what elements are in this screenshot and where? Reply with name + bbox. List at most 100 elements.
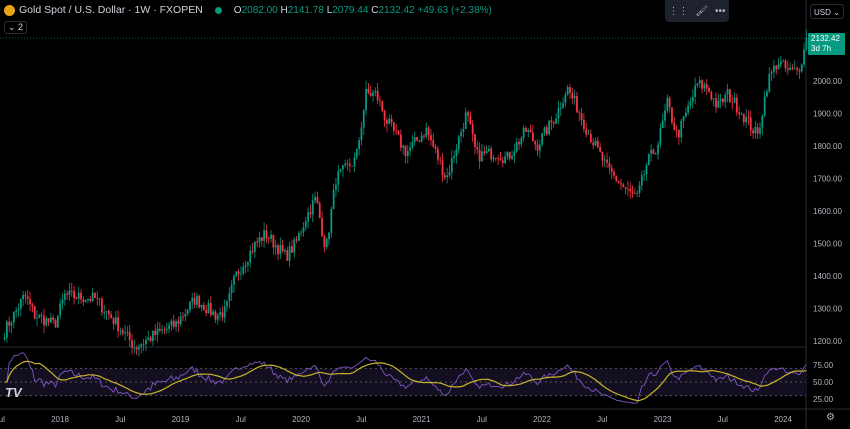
candle-body — [56, 315, 59, 328]
candle-body — [124, 332, 126, 334]
candle-body — [728, 89, 731, 102]
candle-body — [418, 140, 421, 142]
symbol-title[interactable]: Gold Spot / U.S. Dollar · 1W · FXOPEN — [19, 4, 203, 16]
candle-body — [219, 312, 221, 315]
candle-body — [309, 212, 312, 215]
candle-body — [511, 155, 513, 159]
chevron-down-icon: ⌄ — [833, 8, 840, 17]
candle-body — [207, 302, 210, 313]
candle-body — [773, 65, 775, 73]
candle-body — [538, 144, 541, 151]
candle-body — [474, 134, 476, 147]
candle-body — [715, 98, 717, 108]
candle-body — [242, 266, 245, 274]
candle-body — [158, 328, 161, 331]
candle-body — [585, 129, 588, 135]
candle-body — [441, 160, 444, 176]
candle-body — [437, 148, 439, 160]
candle-body — [722, 98, 724, 103]
candle-body — [300, 232, 303, 234]
candle-body — [784, 60, 787, 69]
candle-body — [63, 293, 66, 300]
candle-body — [228, 292, 231, 302]
candle-body — [631, 191, 634, 194]
candle-body — [791, 67, 794, 69]
candle-body — [339, 169, 342, 172]
candle-body — [738, 112, 741, 115]
more-icon[interactable]: ••• — [715, 5, 726, 17]
candle-body — [256, 241, 259, 243]
candle-body — [455, 149, 458, 157]
time-tick-label: 2020 — [292, 415, 310, 424]
price-tick-label: 2000.00 — [813, 77, 842, 86]
candle-body — [244, 265, 247, 267]
indicators-toggle[interactable]: ⌄ 2 — [4, 21, 28, 34]
candle-body — [527, 129, 530, 132]
candle-body — [717, 100, 720, 108]
candle-body — [265, 230, 268, 239]
candle-body — [578, 112, 581, 114]
candle-body — [413, 137, 416, 142]
candle-body — [766, 91, 768, 97]
candle-body — [550, 120, 553, 123]
candle-body — [212, 311, 215, 315]
candle-body — [321, 218, 323, 237]
time-tick-label: 2021 — [413, 415, 431, 424]
candle-body — [443, 175, 446, 178]
candle-body — [388, 118, 391, 124]
price-tick-label: 1700.00 — [813, 175, 842, 184]
candle-body — [291, 246, 293, 253]
candle-body — [499, 158, 502, 161]
candle-body — [559, 107, 562, 109]
candle-body — [59, 303, 62, 316]
candle-body — [608, 162, 611, 168]
candle-body — [622, 184, 625, 188]
candle-body — [297, 233, 300, 241]
time-tick-label: 2024 — [774, 415, 792, 424]
brush-icon[interactable]: 🖌 — [695, 5, 709, 17]
candle-body — [29, 299, 31, 305]
candle-body — [735, 97, 738, 113]
candle-body — [508, 152, 511, 159]
candle-body — [119, 330, 122, 332]
candle-body — [168, 325, 170, 329]
candle-body — [536, 144, 539, 151]
currency-select[interactable]: USD ⌄ — [810, 4, 844, 19]
candle-body — [193, 297, 196, 305]
candle-body — [270, 234, 272, 239]
candle-body — [226, 301, 228, 307]
candle-body — [708, 88, 710, 92]
candle-body — [156, 328, 159, 336]
candle-body — [399, 134, 402, 148]
candle-body — [233, 276, 235, 285]
candle-body — [733, 97, 736, 103]
rsi-ma-line — [4, 360, 807, 402]
candle-body — [5, 321, 8, 338]
candle-body — [221, 312, 224, 318]
candle-body — [675, 129, 678, 131]
candle-body — [425, 127, 428, 137]
candle-body — [659, 128, 662, 145]
time-tick-label: 2018 — [51, 415, 69, 424]
candle-body — [691, 96, 694, 102]
candle-body — [545, 127, 548, 135]
candle-body — [566, 87, 569, 95]
candle-body — [724, 94, 727, 103]
settings-icon[interactable]: ⚙ — [826, 412, 835, 423]
candle-body — [314, 196, 316, 201]
candle-body — [140, 344, 143, 347]
candle-body — [476, 146, 479, 150]
candle-body — [323, 236, 326, 248]
candle-body — [131, 340, 133, 348]
candle-body — [100, 299, 103, 313]
candle-body — [24, 294, 27, 297]
candle-body — [416, 137, 418, 141]
candle-body — [61, 299, 64, 304]
candle-body — [87, 298, 89, 301]
candle-body — [258, 237, 261, 243]
drag-handle-icon[interactable]: ⋮⋮ — [668, 5, 689, 17]
price-tick-label: 1600.00 — [813, 207, 842, 216]
candle-body — [427, 127, 430, 136]
candle-body — [202, 304, 205, 311]
